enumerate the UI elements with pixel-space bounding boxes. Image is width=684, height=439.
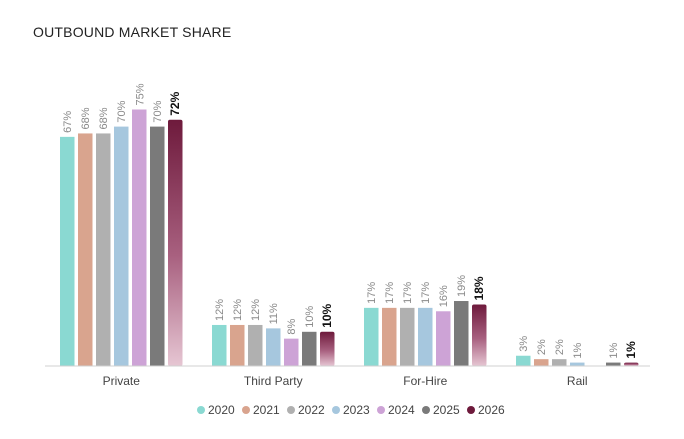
data-label-for-hire-2023: 17% <box>420 282 432 304</box>
bar-private-2023 <box>114 126 129 366</box>
bar-private-2026 <box>168 119 183 366</box>
bars-group: 67% 68% 68% 70% 75% 70% 72% 12% 12% 12% 11% 8% 10% 10… <box>60 83 639 366</box>
bar-third-party-2026 <box>320 331 335 366</box>
legend-label-2024: 2024 <box>388 403 415 417</box>
data-label-private-2026: 72% <box>168 91 182 115</box>
bar-for-hire-2020 <box>364 307 379 366</box>
legend-marker-2021 <box>242 406 250 414</box>
bar-rail-2025 <box>606 362 621 366</box>
legend-marker-2022 <box>287 406 295 414</box>
data-label-private-2023: 70% <box>116 100 128 122</box>
bar-third-party-2020 <box>212 324 227 366</box>
legend-marker-2024 <box>377 406 385 414</box>
data-label-third-party-2022: 12% <box>250 299 262 321</box>
legend-label-2022: 2022 <box>298 403 325 417</box>
legend-label-2026: 2026 <box>478 403 505 417</box>
data-label-rail-2023: 1% <box>572 342 584 358</box>
bar-rail-2021 <box>534 359 549 366</box>
data-label-rail-2026: 1% <box>624 341 638 359</box>
bar-private-2020 <box>60 136 75 366</box>
bar-for-hire-2024 <box>436 311 451 366</box>
legend-marker-2020 <box>197 406 205 414</box>
bar-private-2025 <box>150 126 165 366</box>
category-label-rail: Rail <box>567 374 588 388</box>
data-label-private-2020: 67% <box>62 111 74 133</box>
bar-rail-2022 <box>552 359 567 366</box>
bar-third-party-2021 <box>230 324 245 366</box>
bar-rail-2026 <box>624 362 639 366</box>
data-label-rail-2022: 2% <box>554 339 566 355</box>
bar-for-hire-2023 <box>418 307 433 366</box>
category-label-for-hire: For-Hire <box>403 374 447 388</box>
data-label-third-party-2021: 12% <box>232 299 244 321</box>
bar-third-party-2022 <box>248 324 263 366</box>
legend: 2020 2021 2022 2023 2024 2025 2026 <box>197 403 505 417</box>
legend-label-2023: 2023 <box>343 403 370 417</box>
bar-for-hire-2021 <box>382 307 397 366</box>
bar-rail-2020 <box>516 355 531 366</box>
bar-third-party-2025 <box>302 331 317 366</box>
data-label-for-hire-2025: 19% <box>456 275 468 297</box>
legend-label-2020: 2020 <box>208 403 235 417</box>
data-label-third-party-2024: 8% <box>286 319 298 335</box>
bar-private-2022 <box>96 133 111 366</box>
chart-title: OUTBOUND MARKET SHARE <box>33 24 232 40</box>
data-label-rail-2021: 2% <box>536 339 548 355</box>
data-label-third-party-2026: 10% <box>320 303 334 327</box>
data-label-private-2021: 68% <box>80 107 92 129</box>
legend-marker-2026 <box>467 406 475 414</box>
legend-marker-2025 <box>422 406 430 414</box>
data-label-private-2024: 75% <box>134 83 146 105</box>
data-label-rail-2025: 1% <box>608 342 620 358</box>
bar-for-hire-2022 <box>400 307 415 366</box>
category-labels: Private Third Party For-Hire Rail <box>103 374 588 388</box>
category-label-private: Private <box>103 374 141 388</box>
bar-third-party-2023 <box>266 328 281 366</box>
data-label-third-party-2020: 12% <box>214 299 226 321</box>
legend-label-2021: 2021 <box>253 403 280 417</box>
data-label-private-2022: 68% <box>98 107 110 129</box>
data-label-for-hire-2026: 18% <box>472 276 486 300</box>
data-label-for-hire-2024: 16% <box>438 285 450 307</box>
bar-private-2024 <box>132 109 147 366</box>
data-label-private-2025: 70% <box>152 100 164 122</box>
category-label-third-party: Third Party <box>244 374 303 388</box>
bar-for-hire-2025 <box>454 301 469 366</box>
data-label-for-hire-2020: 17% <box>366 282 378 304</box>
data-label-rail-2020: 3% <box>518 336 530 352</box>
bar-for-hire-2026 <box>472 304 487 366</box>
bar-rail-2023 <box>570 362 585 366</box>
data-label-for-hire-2021: 17% <box>384 282 396 304</box>
legend-label-2025: 2025 <box>433 403 460 417</box>
data-label-third-party-2025: 10% <box>304 306 316 328</box>
bar-third-party-2024 <box>284 338 299 366</box>
data-label-third-party-2023: 11% <box>268 303 280 324</box>
legend-marker-2023 <box>332 406 340 414</box>
data-label-for-hire-2022: 17% <box>402 282 414 304</box>
bar-private-2021 <box>78 133 93 366</box>
